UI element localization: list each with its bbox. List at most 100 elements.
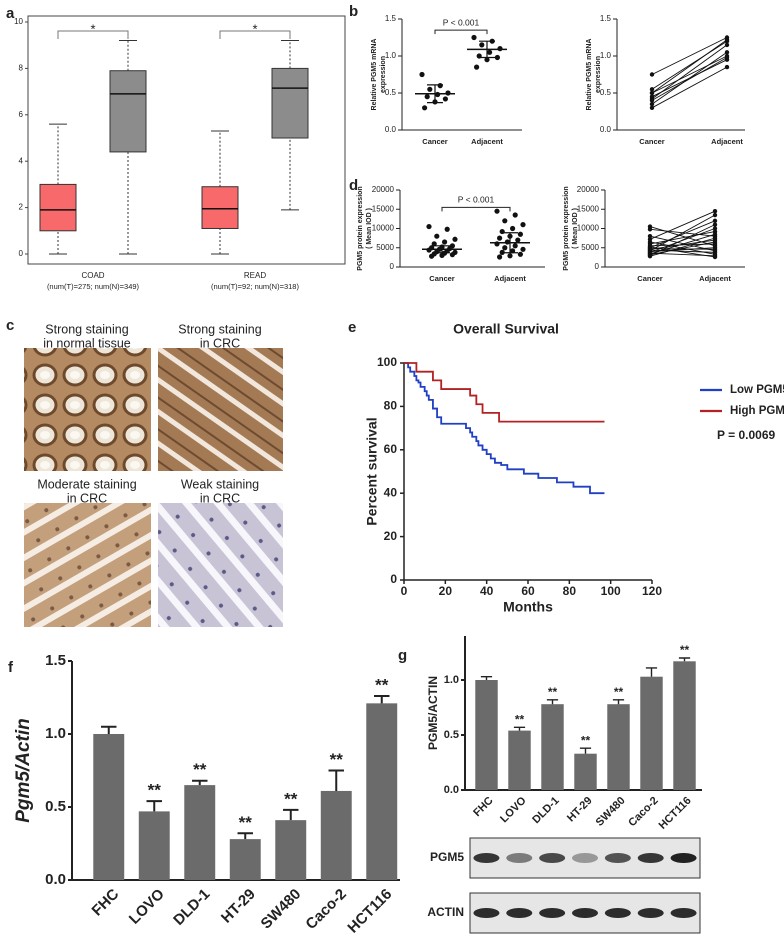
significance-bracket (434, 29, 488, 35)
x-tick-label: Cancer (429, 274, 455, 283)
data-point (474, 64, 480, 70)
panel-letter: d (349, 177, 358, 194)
blot-band (539, 853, 566, 863)
data-point (499, 228, 505, 235)
pair-line (651, 44, 728, 100)
blot-band (506, 908, 533, 918)
data-point (712, 245, 718, 250)
x-tick-label: HCT116 (344, 886, 395, 937)
image-caption: Moderate staining (37, 477, 136, 491)
p-value: P = 0.0069 (717, 428, 775, 442)
blot-band (670, 853, 697, 863)
data-point (649, 87, 655, 92)
data-point (520, 246, 526, 252)
x-tick-label: Adjacent (699, 274, 731, 283)
y-axis-label: expression (595, 56, 602, 93)
y-axis-label: PGM5/ACTIN (426, 676, 440, 750)
data-point (512, 212, 518, 218)
error-bar (101, 725, 117, 734)
data-point (509, 248, 516, 254)
y-tick-label: 80 (384, 399, 398, 413)
x-tick-label: READ (244, 271, 266, 280)
x-tick-label: DLD-1 (530, 795, 561, 826)
significance-label: ** (193, 760, 207, 779)
error-bar (328, 769, 344, 791)
y-tick-label: 1.5 (600, 14, 612, 23)
error-bar (645, 667, 658, 677)
panel-letter: b (349, 3, 358, 20)
y-axis-label: Percent survival (364, 417, 380, 525)
data-point (487, 49, 493, 55)
data-point (712, 232, 718, 237)
bar (673, 661, 696, 790)
data-point (712, 253, 718, 259)
data-point (504, 239, 510, 245)
panel-letter: c (6, 317, 14, 334)
blot-band (670, 908, 697, 918)
y-tick-label: 0.0 (444, 784, 459, 796)
y-tick-label: 0.0 (45, 871, 66, 888)
y-tick-label: 60 (384, 442, 398, 456)
x-tick-label: HCT116 (657, 795, 694, 832)
y-tick-label: 0.0 (385, 125, 397, 134)
x-tick-label: Cancer (639, 137, 665, 146)
image-caption: in normal tissue (43, 336, 131, 350)
data-point (442, 96, 448, 102)
significance-label: ** (330, 750, 344, 769)
data-point (502, 245, 508, 251)
x-tick-label: COAD (81, 271, 104, 280)
error-bar (480, 676, 493, 680)
y-tick-label: 20000 (577, 185, 600, 194)
x-tick-label: 0 (401, 584, 408, 598)
blot-label: PGM5 (430, 850, 464, 864)
error-bar (283, 808, 299, 821)
pair-line (651, 55, 728, 94)
significance-label: ** (284, 789, 298, 808)
data-point (471, 34, 477, 41)
data-point (649, 105, 655, 111)
y-tick-label: 0.5 (600, 88, 612, 97)
y-tick-label: 5000 (581, 243, 599, 252)
data-point (507, 253, 513, 259)
bar (184, 785, 216, 880)
y-tick-label: 0 (19, 249, 24, 258)
y-tick-label: 1.0 (385, 51, 397, 60)
data-point (427, 86, 433, 92)
bar (138, 811, 170, 880)
y-tick-label: 0.0 (600, 125, 612, 134)
y-tick-label: 6 (19, 110, 24, 119)
data-point (649, 72, 655, 77)
data-point (515, 237, 521, 243)
blot-band (572, 853, 598, 863)
plot-frame (27, 15, 346, 265)
bar (320, 790, 352, 880)
y-tick-label: 2 (19, 203, 24, 212)
x-tick-label: 20 (439, 584, 453, 598)
data-point (502, 218, 508, 224)
data-point (449, 252, 455, 258)
blot-label: ACTIN (427, 905, 464, 919)
x-tick-label: 40 (480, 584, 494, 598)
data-point (712, 250, 718, 255)
y-tick-label: 1.0 (444, 674, 459, 686)
error-bar (678, 657, 691, 662)
legend-label: High PGM5 (n=26) (730, 405, 784, 417)
significance-label: * (252, 21, 257, 36)
blot-band (473, 908, 500, 918)
pair-line (651, 37, 728, 75)
y-axis-label: Relative PGM5 mRNA (371, 39, 378, 111)
x-tick-label: SW480 (258, 886, 305, 933)
y-tick-label: 10000 (577, 224, 600, 233)
error-bar (374, 695, 390, 704)
image-caption: Weak staining (181, 477, 259, 491)
data-point (429, 253, 435, 259)
data-point (724, 50, 730, 55)
data-point (649, 90, 655, 96)
bar (508, 730, 531, 790)
image-caption: in CRC (200, 336, 240, 350)
image-caption: in CRC (200, 491, 240, 505)
y-tick-label: 10000 (372, 224, 395, 233)
data-point (712, 222, 718, 227)
data-point (497, 254, 503, 260)
x-axis-label: Months (503, 599, 553, 615)
